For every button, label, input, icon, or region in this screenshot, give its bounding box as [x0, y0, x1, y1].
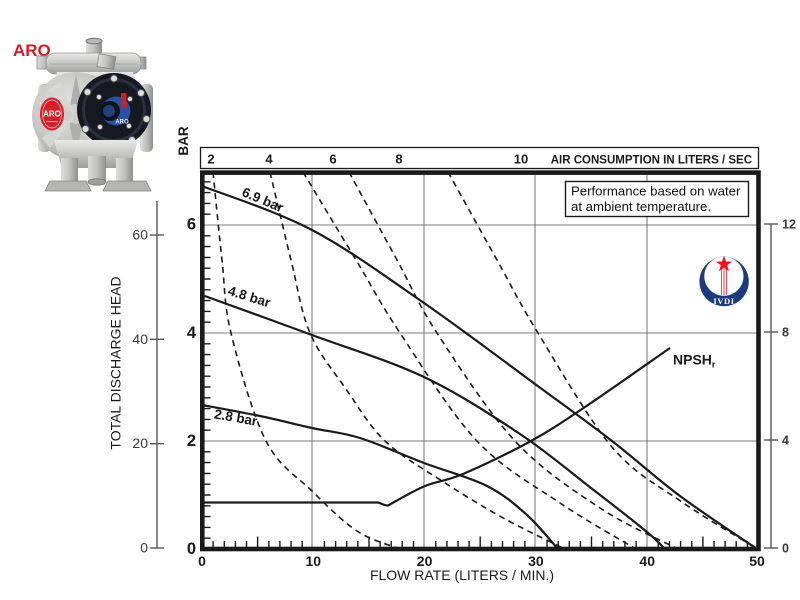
svg-text:ARO: ARO	[43, 110, 61, 119]
svg-text:0: 0	[187, 540, 196, 558]
svg-text:4: 4	[782, 434, 789, 448]
svg-text:60: 60	[132, 227, 148, 243]
svg-text:0: 0	[782, 542, 789, 556]
svg-text:6: 6	[187, 216, 196, 234]
svg-text:ARO: ARO	[115, 120, 129, 126]
svg-text:2.8 bar: 2.8 bar	[213, 406, 259, 428]
svg-text:10: 10	[306, 553, 322, 569]
svg-text:0: 0	[140, 540, 148, 556]
svg-text:NPSHr: NPSHr	[673, 352, 716, 370]
svg-text:at ambient temperature.: at ambient temperature.	[571, 199, 711, 214]
svg-text:ARO: ARO	[13, 41, 51, 60]
svg-text:4: 4	[265, 152, 273, 167]
svg-text:TOTAL DISCHARGE HEAD: TOTAL DISCHARGE HEAD	[108, 276, 124, 449]
svg-text:8: 8	[395, 152, 402, 167]
svg-text:8: 8	[782, 326, 789, 340]
svg-text:0: 0	[198, 553, 206, 569]
svg-text:4: 4	[187, 324, 197, 342]
svg-text:20: 20	[132, 435, 148, 451]
svg-text:6.9 bar: 6.9 bar	[240, 184, 287, 215]
svg-text:AIR CONSUMPTION IN LITERS / SE: AIR CONSUMPTION IN LITERS / SEC	[551, 155, 752, 167]
svg-text:FLOW RATE (LITERS / MIN.): FLOW RATE (LITERS / MIN.)	[370, 567, 554, 583]
svg-text:20: 20	[417, 553, 433, 569]
svg-text:12: 12	[782, 218, 796, 232]
svg-text:50: 50	[749, 553, 765, 569]
svg-text:2: 2	[187, 432, 196, 450]
svg-text:40: 40	[132, 331, 148, 347]
svg-text:40: 40	[639, 553, 655, 569]
svg-text:6: 6	[329, 152, 336, 167]
svg-text:10: 10	[514, 152, 528, 167]
svg-text:BAR: BAR	[176, 126, 191, 155]
svg-text:Performance based on water: Performance based on water	[571, 184, 741, 199]
svg-text:30: 30	[528, 553, 544, 569]
svg-text:2: 2	[207, 152, 214, 167]
svg-text:IVDI: IVDI	[713, 296, 734, 306]
